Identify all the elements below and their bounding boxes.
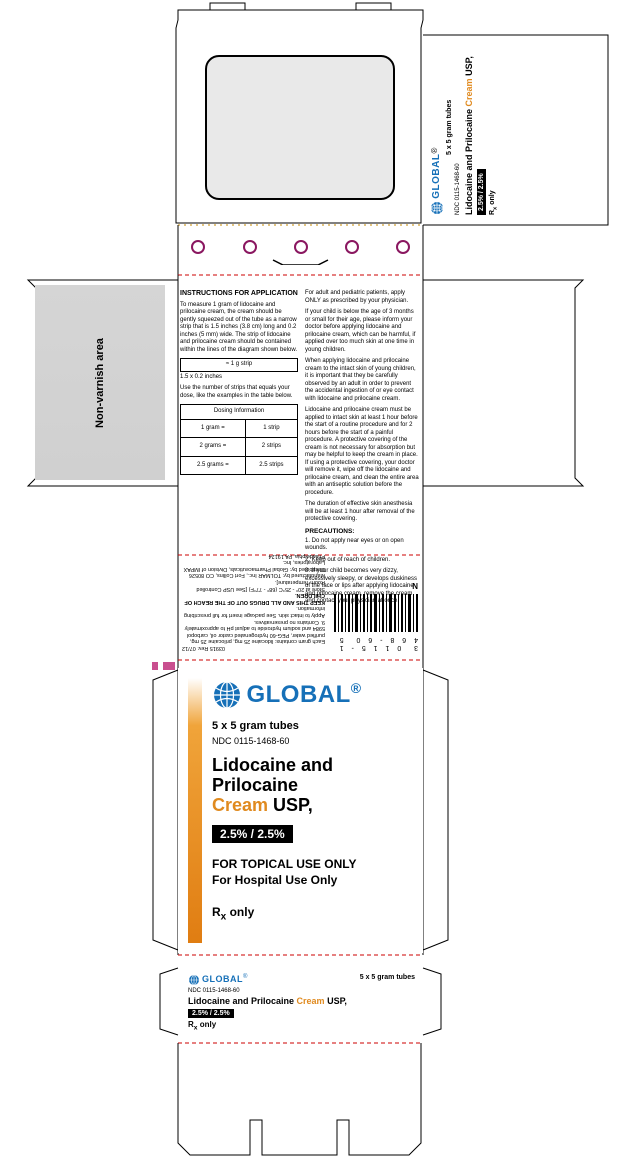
globe-icon	[188, 974, 200, 986]
ndc-small: NDC 0115-1468-60	[455, 40, 461, 215]
storage: Store at 20° - 25°C (68° - 77°F) [See US…	[182, 578, 325, 591]
brand-name-small: GLOBAL	[431, 154, 442, 199]
registered-mark: ®	[430, 148, 439, 154]
right-p3: When applying lidocaine and prilocaine c…	[305, 358, 420, 403]
instructions-heading: INSTRUCTIONS FOR APPLICATION	[180, 290, 298, 299]
instructions-panel: INSTRUCTIONS FOR APPLICATION To measure …	[180, 290, 420, 550]
barcode-icon	[333, 594, 418, 632]
package-count: 5 x 5 gram tubes	[212, 720, 415, 732]
drug-name-small: Lidocaine and Prilocaine Cream USP,	[464, 40, 474, 215]
perforation-row	[178, 235, 423, 265]
orange-gradient-bar	[188, 678, 202, 943]
apply-line: Apply to intact skin. See package insert…	[182, 605, 325, 618]
brand-row-bottom: GLOBAL® 5 x 5 gram tubes	[188, 974, 415, 986]
instr-p2: Use the number of strips that equals you…	[180, 385, 298, 400]
city: Philadelphia, PA 19124	[182, 552, 325, 559]
front-panel: GLOBAL® 5 x 5 gram tubes NDC 0115-1468-6…	[178, 668, 423, 953]
drug-name: Lidocaine and Prilocaine Cream USP,	[212, 756, 415, 815]
barcode-panel: 3 0 1 1 5 - 1 4 6 8 - 6 0 5 N	[180, 560, 420, 655]
topical-use: FOR TOPICAL USE ONLY	[212, 857, 415, 871]
top-window-panel	[180, 30, 420, 220]
prec-1: 1. Do not apply near eyes or on open wou…	[305, 538, 420, 553]
side-panel-right: GLOBAL® 5 x 5 gram tubes NDC 0115-1468-6…	[430, 40, 605, 220]
precautions-heading: PRECAUTIONS:	[305, 528, 420, 536]
rx-bottom: Rx only	[188, 1020, 415, 1032]
right-p4: Lidocaine and prilocaine cream must be a…	[305, 407, 420, 497]
strip-diagram: ≈ 1 g strip	[180, 358, 298, 372]
window-cutout	[205, 55, 395, 200]
nonvarnish-flap: Non-varnish area	[35, 285, 165, 480]
hospital-use: For Hospital Use Only	[212, 873, 415, 887]
registered-mark: ®	[351, 680, 362, 696]
right-p2: If your child is below the age of 3 mont…	[305, 309, 420, 354]
strength-small: 2.5% / 2.5%	[477, 169, 486, 215]
barcode-hr: 3 0 1 1 5 - 1 4 6 8 - 6 0 5	[330, 634, 418, 651]
rx-small: Rx only	[489, 40, 498, 215]
ndc-bottom: NDC 0115-1468-60	[188, 988, 415, 994]
brand-row: GLOBAL®	[212, 680, 415, 710]
brand-name: GLOBAL	[246, 681, 350, 708]
ingredients: Each gram contains: lidocaine 25 mg, pri…	[182, 618, 325, 644]
brand-name-bottom: GLOBAL	[202, 974, 243, 984]
manufacturer: Manufactured by: TOLMAR Inc., Fort Colli…	[182, 572, 325, 579]
table-row: 2.5 grams =2.5 strips	[181, 456, 298, 475]
brand-row-small: GLOBAL® 5 x 5 gram tubes	[430, 40, 453, 215]
nonvarnish-label: Non-varnish area	[94, 338, 106, 428]
keep-out: KEEP THIS AND ALL DRUGS OUT OF THE REACH…	[182, 592, 325, 605]
strength-bottom: 2.5% / 2.5%	[188, 1009, 234, 1018]
strip-dim: 1.5 x 0.2 inches	[180, 374, 298, 382]
dosing-title: Dosing Information	[181, 405, 298, 420]
bottom-panel: GLOBAL® 5 x 5 gram tubes NDC 0115-1468-6…	[178, 968, 423, 1043]
distributor: Distributed by: Global Pharmaceuticals, …	[182, 559, 325, 572]
dosing-table: Dosing Information 1 gram =1 strip 2 gra…	[180, 404, 298, 475]
ndc-number: NDC 0115-1468-60	[212, 736, 415, 746]
drug-name-bottom: Lidocaine and Prilocaine Cream USP,	[188, 996, 415, 1006]
table-row: 1 gram =1 strip	[181, 419, 298, 438]
strength-box: 2.5% / 2.5%	[212, 825, 293, 843]
pkg-count-small: 5 x 5 gram tubes	[446, 100, 453, 155]
right-p1: For adult and pediatric patients, apply …	[305, 290, 420, 305]
n-mark: N	[330, 580, 418, 590]
instr-p1: To measure 1 gram of lidocaine and prilo…	[180, 302, 298, 355]
rev-code: 03915 Rev. 07/12	[182, 644, 325, 651]
table-row: 2 grams =2 strips	[181, 438, 298, 457]
globe-icon	[212, 680, 242, 710]
globe-icon	[430, 201, 444, 215]
pkg-count-bottom: 5 x 5 gram tubes	[360, 974, 415, 981]
rx-only: Rx only	[212, 905, 415, 922]
right-p5: The duration of effective skin anesthesi…	[305, 501, 420, 524]
